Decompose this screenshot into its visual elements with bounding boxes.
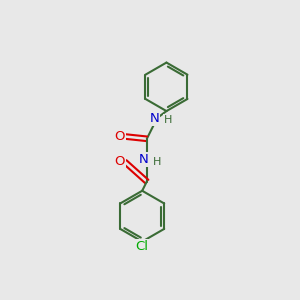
- Text: H: H: [153, 157, 161, 167]
- Text: Cl: Cl: [136, 240, 149, 254]
- Text: O: O: [115, 130, 125, 143]
- Text: H: H: [164, 115, 172, 125]
- Text: O: O: [115, 155, 125, 168]
- Text: N: N: [150, 112, 159, 124]
- Text: N: N: [139, 153, 149, 166]
